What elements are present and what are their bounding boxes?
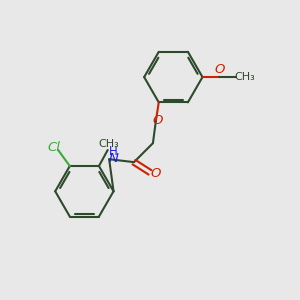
Text: CH₃: CH₃	[234, 72, 255, 82]
Text: O: O	[215, 63, 225, 76]
Text: CH₃: CH₃	[99, 139, 119, 149]
Text: O: O	[150, 167, 160, 180]
Text: H: H	[109, 145, 118, 158]
Text: Cl: Cl	[47, 141, 60, 154]
Text: O: O	[152, 114, 163, 127]
Text: N: N	[109, 152, 118, 165]
